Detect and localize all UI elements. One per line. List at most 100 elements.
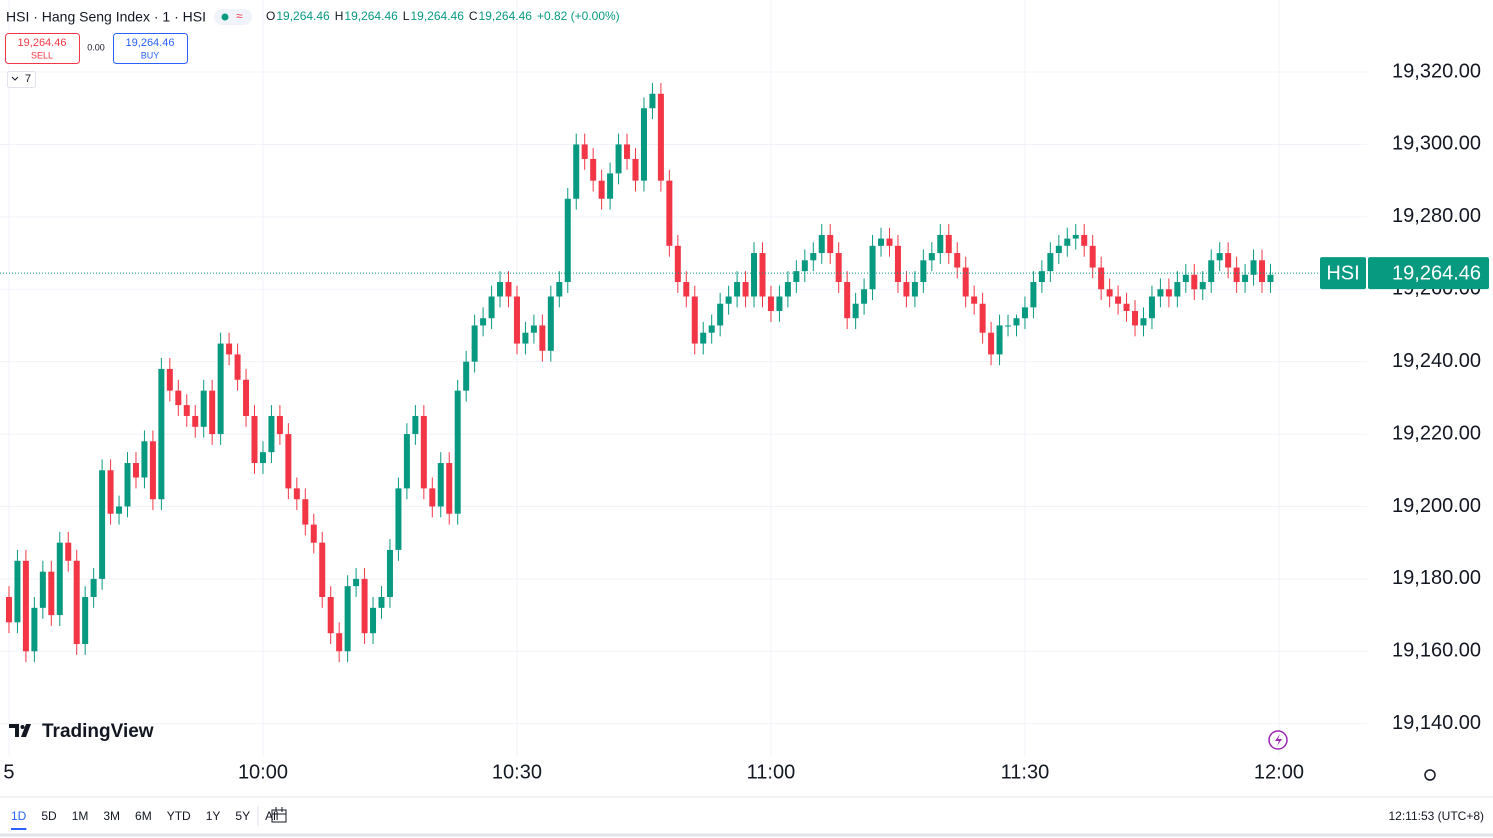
candle-body [522,332,529,344]
range-button[interactable]: All [265,809,278,823]
candle-body [928,253,935,261]
candle-body [56,542,63,616]
y-tick-label: 19,200.00 [1392,495,1481,517]
y-tick-label: 19,280.00 [1392,205,1481,227]
candle-body [708,325,715,333]
candle-body [632,158,639,181]
logo-mark [9,724,31,737]
candle-body [878,238,885,246]
candle-body [14,560,21,623]
candle-body [911,282,918,297]
sell-label: SELL [31,50,53,60]
sell-button[interactable] [5,33,80,64]
candle-body [649,93,656,109]
candle-body [598,180,605,199]
candle-body [1021,307,1028,319]
y-tick-label: 19,320.00 [1392,60,1481,82]
candle-body [175,390,182,406]
range-button[interactable]: 1M [72,809,89,823]
legend-value: 19,264.46 [479,9,533,23]
range-button[interactable]: 1D [11,809,27,823]
legend-value: 19,264.46 [276,9,330,23]
candle-body [818,234,825,254]
range-button[interactable]: 1Y [206,809,221,823]
candle-body [996,325,1003,355]
candle-body [1242,274,1249,283]
candle-body [539,325,546,351]
candle-body [954,253,961,268]
candle-body [1132,310,1139,326]
price-badge [1368,257,1489,290]
range-button[interactable]: 5D [41,809,57,823]
y-tick-label: 19,220.00 [1392,422,1481,444]
range-button[interactable]: 6M [135,809,152,823]
candle-body [640,108,647,181]
candle-body [615,144,622,174]
candle-body [751,253,758,297]
candle-body [564,198,571,283]
candle-body [39,571,46,608]
legend-key: O [266,9,275,23]
candle-body [327,596,334,634]
candle-body [1098,267,1105,290]
legend-key: L [403,9,410,23]
candle-body [412,415,419,435]
price-badge-symbol-text: HSI [1326,262,1359,284]
candle-body [99,470,106,579]
indicators-toggle[interactable] [7,71,36,88]
candle-body [310,524,317,543]
market-dot [221,13,229,21]
candle-body [1199,282,1206,290]
candle-body [725,296,732,304]
candle-body [259,452,266,464]
candle-body [1165,289,1172,297]
candle-body [1030,282,1037,308]
legend-key: C [469,9,478,23]
price-badge-text: 19,264.46 [1392,262,1481,284]
candle-body [827,234,834,254]
lightning-icon [1275,734,1282,746]
candle-body [1157,289,1164,297]
y-tick-label: 19,160.00 [1392,640,1481,662]
lightning-button[interactable] [1268,730,1288,750]
candle-body [581,144,588,159]
y-tick-label: 19,240.00 [1392,350,1481,372]
settings-button[interactable] [1424,769,1436,781]
candle-body [674,245,681,283]
candle-body [971,296,978,304]
range-button[interactable]: 5Y [235,809,250,823]
chevron [11,76,19,81]
candle-body [158,368,165,500]
status-pill[interactable] [214,9,252,25]
spread: 0.00 [87,42,105,52]
candle-body [209,390,216,435]
candle-body [293,488,300,500]
candle-body [776,296,783,311]
range-button[interactable]: 3M [103,809,120,823]
candle-body [344,586,351,652]
candle-body [31,607,38,652]
sell-price: 19,264.46 [18,37,67,49]
candle-body [90,578,97,597]
candle-body [378,596,385,608]
candle-body [251,415,258,464]
candle-body [1005,325,1012,327]
price-badge-symbol [1320,257,1366,290]
candle-body [657,93,664,181]
logo-dot [20,725,25,729]
candle-body [116,506,123,514]
calendar-button[interactable] [271,807,287,823]
symbol-title[interactable]: HSI · Hang Seng Index · 1 · HSI [6,9,206,25]
candle-body [370,607,377,634]
buy-button[interactable] [113,33,188,64]
range-button[interactable]: YTD [167,809,191,823]
candle-body [361,578,368,634]
candle-body [945,234,952,254]
candle-body [1267,274,1274,283]
candle-body [937,234,944,254]
candle-body [1148,296,1155,319]
candle-body [547,296,554,351]
candle-body [1072,234,1079,239]
